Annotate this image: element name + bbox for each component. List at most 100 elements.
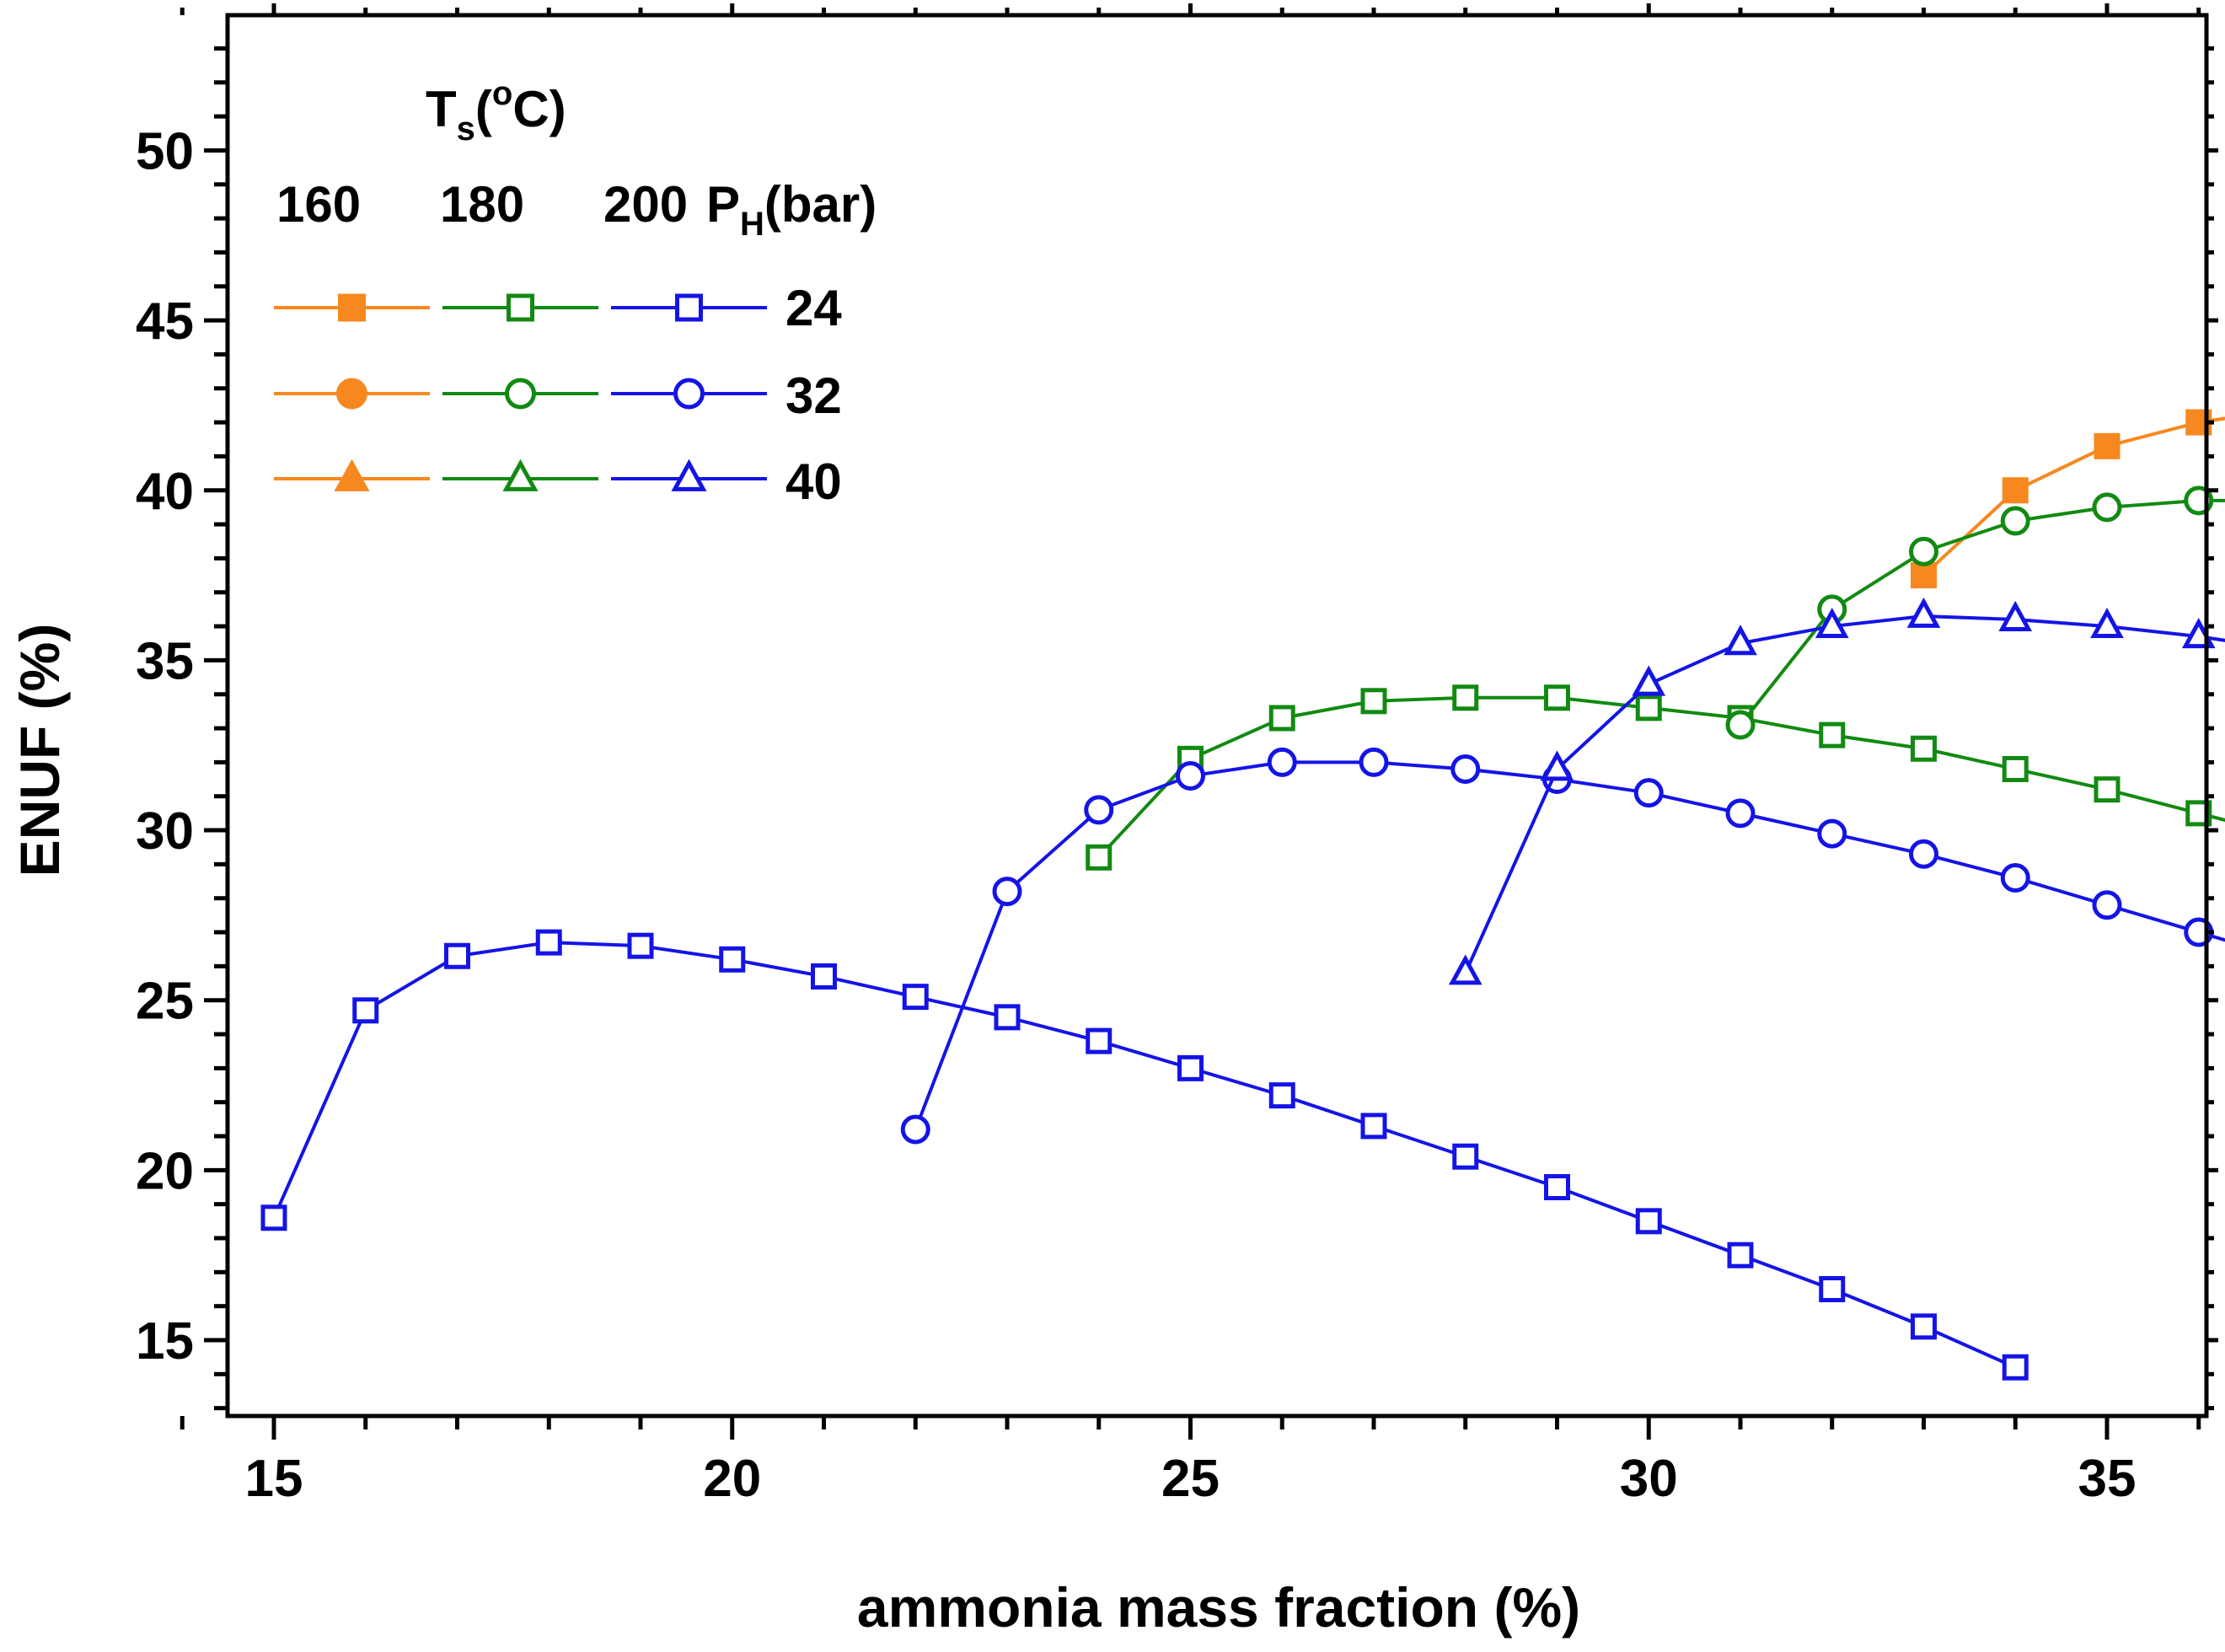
data-point (260, 1204, 287, 1231)
data-point (1086, 844, 1112, 871)
data-point (1724, 625, 1757, 656)
data-point (1635, 1208, 1662, 1235)
legend-sample-200-40 (611, 459, 767, 491)
legend-title-end: C) (512, 81, 566, 137)
legend-pressure-sub: H (740, 206, 764, 243)
y-tick-label: 30 (136, 802, 194, 861)
legend-sample-160-32 (274, 378, 430, 410)
data-point (2002, 477, 2029, 504)
legend-pressure-40: 40 (785, 453, 842, 510)
data-point (2094, 432, 2120, 459)
data-point (675, 293, 703, 322)
data-point (1177, 1054, 1204, 1081)
legend-sample-160-40 (274, 459, 430, 491)
data-point (1360, 1113, 1387, 1140)
y-tick-label: 20 (136, 1142, 194, 1200)
x-tick-label: 25 (1161, 1450, 1220, 1508)
data-point (2002, 755, 2029, 782)
series-line (272, 941, 2017, 1370)
data-point (992, 877, 1022, 907)
data-point (1359, 747, 1389, 777)
data-point (502, 459, 539, 491)
y-tick-label: 45 (136, 292, 194, 351)
legend-pressure-main: P (706, 176, 740, 233)
series-180-32 (1725, 485, 2225, 740)
data-point (1911, 735, 1937, 762)
y-tick-label: 35 (136, 632, 194, 690)
data-point (1815, 607, 1849, 639)
ticks-layer: 1520253035404550551520253035404550 (136, 3, 2218, 1508)
data-point (1544, 684, 1570, 711)
plot-frame (225, 13, 2209, 1419)
data-point (2000, 506, 2030, 536)
data-point (2090, 607, 2124, 639)
data-point (994, 1004, 1021, 1031)
data-point (1267, 747, 1297, 777)
series-200-40 (1448, 597, 2225, 985)
data-point (2000, 863, 2030, 893)
data-point (1632, 665, 1666, 696)
legend-title: Ts(oC) (426, 75, 566, 148)
legend-temp-200: 200 (603, 176, 688, 233)
legend-sample-180-40 (442, 459, 598, 491)
y-tick-label: 15 (136, 1312, 194, 1370)
legend: Ts(oC) 160 180 200 PH(bar) 24 32 40 (274, 75, 877, 510)
data-point (1448, 954, 1482, 985)
legend-samples (274, 293, 767, 491)
data-point (1450, 754, 1481, 784)
data-point (1633, 778, 1664, 808)
x-tick-label: 35 (2078, 1450, 2137, 1508)
legend-pressure-24: 24 (785, 280, 842, 336)
data-point (1911, 1313, 1937, 1340)
data-point (1452, 684, 1479, 711)
x-tick-label: 15 (245, 1450, 303, 1508)
data-point (444, 942, 470, 969)
x-tick-label: 30 (1620, 1450, 1678, 1508)
legend-pressure-32: 32 (785, 367, 842, 424)
legend-sample-180-24 (442, 293, 598, 322)
legend-sample-160-24 (274, 293, 430, 322)
data-point (1086, 1027, 1112, 1054)
series-line (1463, 614, 2225, 974)
data-point (1084, 795, 1114, 825)
data-point (1911, 562, 1937, 589)
data-point (902, 984, 929, 1011)
legend-pressure-unit: (bar) (764, 176, 877, 233)
data-point (336, 378, 367, 410)
data-point (1635, 695, 1662, 721)
x-tick-label: 20 (703, 1450, 761, 1508)
data-point (673, 378, 705, 410)
data-point (627, 932, 654, 959)
data-point (1727, 1242, 1754, 1268)
data-point (352, 997, 379, 1024)
legend-sample-200-24 (611, 293, 767, 322)
series-line (914, 760, 2225, 1130)
legend-temp-160: 160 (276, 176, 361, 233)
legend-temp-180: 180 (440, 176, 524, 233)
data-point (1268, 1082, 1295, 1109)
legend-title-sub: s (457, 110, 475, 148)
data-point (1176, 761, 1205, 791)
data-point (1544, 1174, 1570, 1201)
legend-pressure-header: PH(bar) (706, 176, 877, 243)
legend-title-paren: ( (475, 81, 492, 137)
series-layer (260, 409, 2225, 1381)
data-point (1725, 798, 1756, 829)
data-point (2094, 776, 2120, 803)
data-point (811, 963, 837, 990)
data-point (1452, 1143, 1479, 1170)
data-point (2002, 1354, 2029, 1381)
series-200-24 (260, 929, 2029, 1381)
data-point (507, 293, 534, 322)
series-line (1739, 498, 2225, 727)
data-point (334, 459, 370, 491)
y-axis-title: ENUF (%) (8, 624, 71, 877)
legend-sample-200-32 (611, 378, 767, 410)
data-point (1725, 710, 1756, 740)
data-point (1909, 839, 1938, 869)
data-point (1817, 818, 1847, 849)
y-tick-label: 25 (136, 973, 194, 1031)
data-point (1268, 705, 1295, 732)
